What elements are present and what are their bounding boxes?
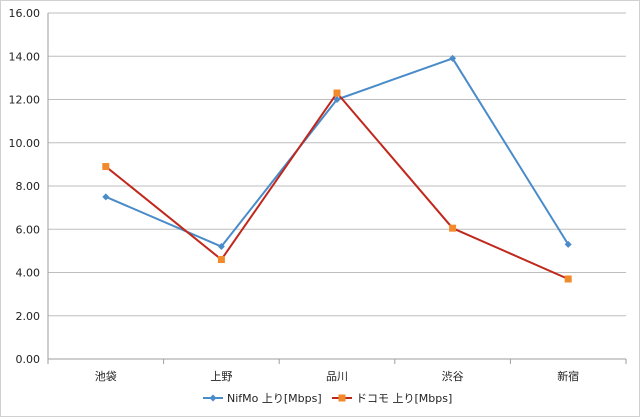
x-tick-label: 新宿 xyxy=(557,369,579,383)
data-point xyxy=(102,193,110,201)
legend-marker xyxy=(338,394,346,402)
data-point xyxy=(217,243,225,251)
data-point xyxy=(449,224,457,232)
x-tick-label: 渋谷 xyxy=(442,370,464,383)
series-2 xyxy=(102,89,572,283)
x-axis: 池袋 上野 品川 渋谷 新宿 xyxy=(47,13,627,383)
y-tick-label: 10.00 xyxy=(9,137,41,150)
legend-label: NifMo 上り[Mbps] xyxy=(227,392,322,405)
y-tick-label: 4.00 xyxy=(16,267,41,280)
y-tick-label: 0.00 xyxy=(16,353,41,366)
legend-item: NifMo 上り[Mbps] xyxy=(203,392,322,405)
series-line xyxy=(105,57,570,248)
legend-label: ドコモ 上り[Mbps] xyxy=(356,392,452,405)
y-tick-label: 2.00 xyxy=(16,310,41,323)
data-point xyxy=(333,96,341,103)
grid-lines xyxy=(48,12,626,360)
series-1 xyxy=(102,54,572,251)
data-point xyxy=(217,256,225,264)
legend-marker xyxy=(209,394,217,402)
data-point xyxy=(333,89,341,97)
legend-item: ドコモ 上り[Mbps] xyxy=(332,392,452,405)
data-point xyxy=(564,275,572,283)
data-point xyxy=(102,163,110,171)
series-layer xyxy=(102,54,572,283)
y-tick-label: 12.00 xyxy=(9,94,41,107)
y-tick-label: 8.00 xyxy=(16,180,41,193)
x-tick-label: 上野 xyxy=(210,370,232,383)
x-tick-label: 品川 xyxy=(326,370,348,383)
y-tick-label: 16.00 xyxy=(9,7,41,20)
y-tick-label: 14.00 xyxy=(9,50,41,63)
y-axis-tick-labels: 0.00 2.00 4.00 6.00 8.00 10.00 12.00 14.00 16.00 xyxy=(9,7,41,366)
x-tick-label: 池袋 xyxy=(95,369,117,383)
y-tick-label: 6.00 xyxy=(16,223,41,236)
data-point xyxy=(564,240,572,248)
data-point xyxy=(449,54,457,62)
legend: NifMo 上り[Mbps] ドコモ 上り[Mbps] xyxy=(203,392,452,405)
